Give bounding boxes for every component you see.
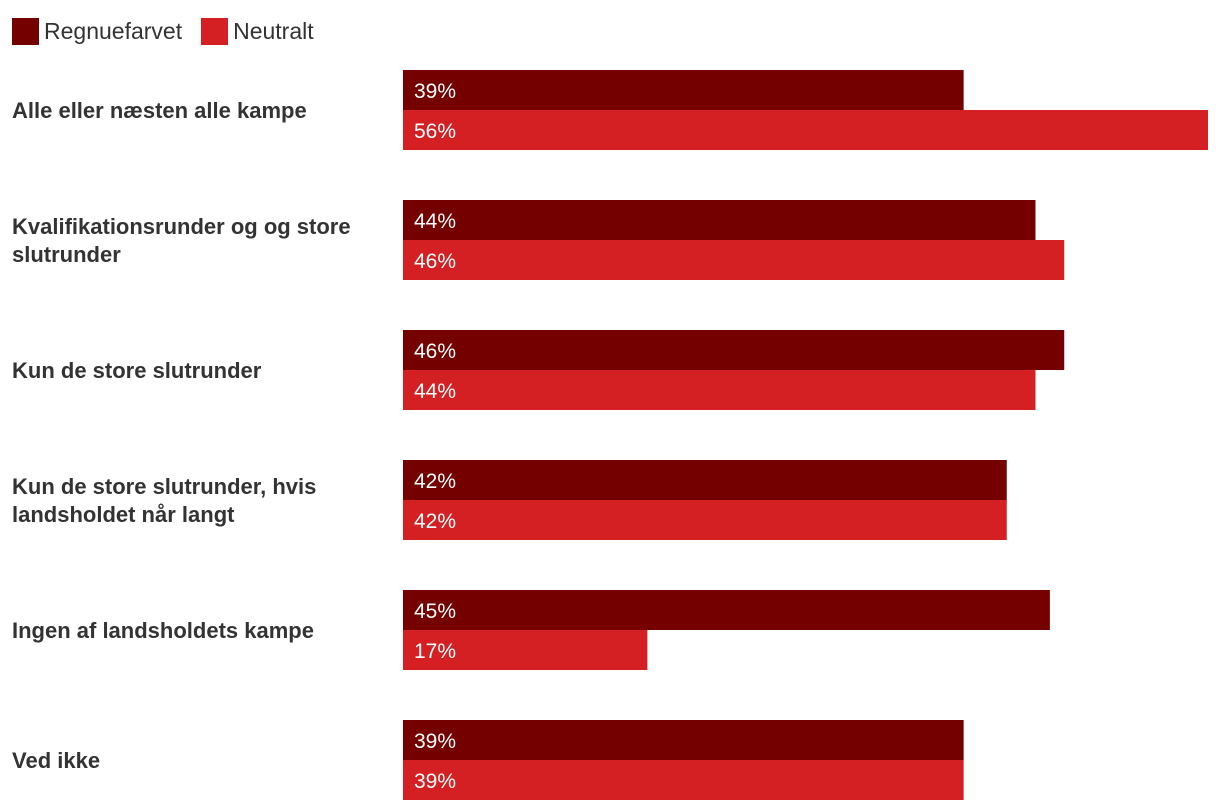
legend-swatch-neutralt	[201, 17, 229, 45]
bar-value-label: 44%	[414, 380, 456, 403]
category-label-line: Ingen af landsholdets kampe	[12, 618, 314, 643]
bar-regnuefarvet	[403, 720, 964, 760]
category-label-line: Kun de store slutrunder, hvis	[12, 474, 316, 499]
legend-item-neutralt: Neutralt	[201, 17, 314, 45]
bar-neutralt	[403, 110, 1208, 150]
bar-neutralt	[403, 240, 1065, 280]
bar-value-label: 42%	[414, 510, 456, 533]
bar-value-label: 46%	[414, 250, 456, 273]
bar-value-label: 39%	[414, 770, 456, 793]
category-label: Ved ikke	[12, 748, 100, 773]
category-label: Kun de store slutrunder, hvis landsholdet…	[12, 474, 316, 527]
bar-neutralt	[403, 630, 648, 670]
bar-regnuefarvet	[403, 70, 964, 110]
bar-value-label: 17%	[414, 640, 456, 663]
bar-regnuefarvet	[403, 330, 1065, 370]
bar-value-label: 42%	[414, 470, 456, 493]
bar-value-label: 44%	[414, 210, 456, 233]
bar-regnuefarvet	[403, 460, 1007, 500]
bar-value-label: 46%	[414, 340, 456, 363]
bar-neutralt	[403, 500, 1007, 540]
category-label-line: landsholdet når langt	[12, 502, 235, 527]
legend-item-regnuefarvet: Regnuefarvet	[12, 17, 182, 45]
bar-value-label: 39%	[414, 730, 456, 753]
category-label-line: Kun de store slutrunder	[12, 358, 262, 383]
bar-neutralt	[403, 760, 964, 800]
category-label-line: Alle eller næsten alle kampe	[12, 98, 307, 123]
bar-value-label: 56%	[414, 120, 456, 143]
legend-swatch-regnuefarvet	[12, 17, 39, 45]
bar-neutralt	[403, 370, 1036, 410]
category-label-line: Ved ikke	[12, 748, 100, 773]
chart-legend: Regnuefarvet Neutralt	[12, 17, 333, 45]
category-label: Alle eller næsten alle kampe	[12, 98, 307, 123]
bar-regnuefarvet	[403, 590, 1050, 630]
legend-label-neutralt: Neutralt	[233, 18, 314, 44]
bar-regnuefarvet	[403, 200, 1036, 240]
category-label: Ingen af landsholdets kampe	[12, 618, 314, 643]
category-label-line: slutrunder	[12, 242, 121, 267]
category-label: Kun de store slutrunder	[12, 358, 262, 383]
category-label-line: Kvalifikationsrunder og og store	[12, 214, 351, 239]
bar-value-label: 45%	[414, 600, 456, 623]
category-label: Kvalifikationsrunder og og store slutrund…	[12, 214, 351, 267]
legend-label-regnuefarvet: Regnuefarvet	[44, 18, 183, 44]
bar-value-label: 39%	[414, 80, 456, 103]
